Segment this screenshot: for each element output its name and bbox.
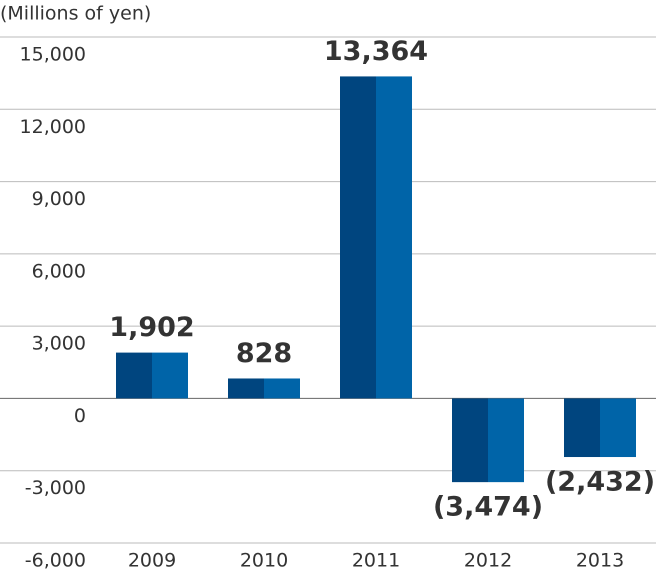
y-tick-label: 15,000	[20, 44, 86, 66]
x-tick-label: 2013	[576, 550, 624, 572]
bar-half	[264, 378, 300, 399]
bar-half	[376, 76, 412, 399]
value-label: 828	[236, 338, 292, 369]
value-label: 1,902	[109, 312, 194, 343]
bar	[228, 378, 300, 399]
y-tick-label: 12,000	[20, 116, 86, 138]
value-label: (2,432)	[545, 467, 655, 498]
x-tick-label: 2011	[352, 550, 400, 572]
bar	[452, 398, 524, 483]
bar-half	[564, 398, 600, 458]
bar	[564, 398, 636, 458]
y-tick-label: -3,000	[25, 477, 86, 499]
chart-title: (Millions of yen)	[0, 3, 151, 25]
y-tick-label: -6,000	[25, 550, 86, 572]
bar	[116, 352, 188, 399]
x-tick-label: 2010	[240, 550, 288, 572]
y-tick-label: 0	[74, 405, 86, 427]
bar-half	[152, 352, 188, 399]
y-tick-label: 6,000	[32, 260, 86, 282]
bar-half	[452, 398, 488, 483]
y-tick-label: 9,000	[32, 188, 86, 210]
x-tick-label: 2012	[464, 550, 512, 572]
bar-half	[228, 378, 264, 399]
value-label: (3,474)	[433, 492, 543, 523]
value-label: 13,364	[324, 36, 428, 67]
bar-half	[340, 76, 376, 399]
bar-half	[600, 398, 636, 458]
bar	[340, 76, 412, 399]
x-tick-label: 2009	[128, 550, 176, 572]
bar-half	[116, 352, 152, 399]
y-tick-label: 3,000	[32, 333, 86, 355]
bar-half	[488, 398, 524, 483]
